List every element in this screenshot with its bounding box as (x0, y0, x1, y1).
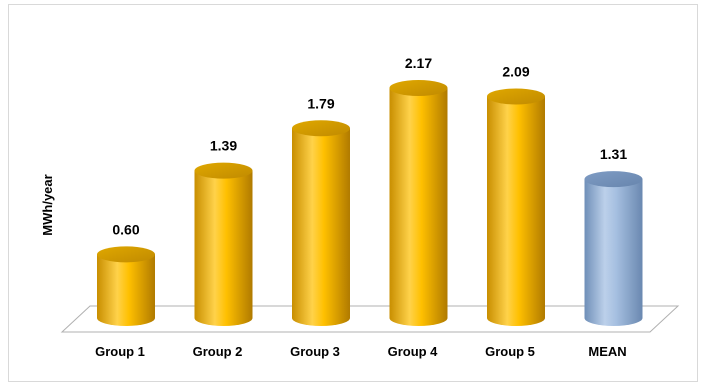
data-label: 2.09 (502, 63, 529, 79)
data-label: 2.17 (405, 55, 432, 71)
bar-body (584, 179, 643, 326)
y-axis-label: MWh/year (40, 174, 55, 235)
x-tick-label: Group 4 (388, 344, 439, 359)
data-label: 1.39 (210, 138, 237, 154)
data-label: 1.31 (600, 146, 627, 162)
bar-group-4 (389, 79, 448, 326)
bar-group-2 (194, 162, 253, 326)
bar-body (97, 254, 155, 326)
bar-top (292, 120, 350, 137)
bar-group-5 (487, 88, 545, 327)
x-tick-label: MEAN (588, 344, 626, 359)
bar-top (487, 88, 545, 105)
bar-top (194, 162, 253, 179)
bar-top (584, 171, 643, 188)
data-label: 0.60 (112, 221, 139, 237)
bar-group-1 (97, 246, 155, 326)
data-label: 1.79 (307, 95, 334, 111)
x-tick-label: Group 2 (193, 344, 243, 359)
bar-top (97, 246, 155, 263)
bar-group-3 (292, 120, 350, 326)
bar-mean (584, 171, 643, 326)
bar-top (389, 79, 448, 96)
bar-body (487, 96, 545, 327)
x-tick-label: Group 3 (290, 344, 340, 359)
bar-body (292, 128, 350, 326)
bar-body (194, 170, 253, 326)
x-tick-label: Group 5 (485, 344, 535, 359)
x-tick-label: Group 1 (95, 344, 145, 359)
bar-body (389, 87, 448, 326)
